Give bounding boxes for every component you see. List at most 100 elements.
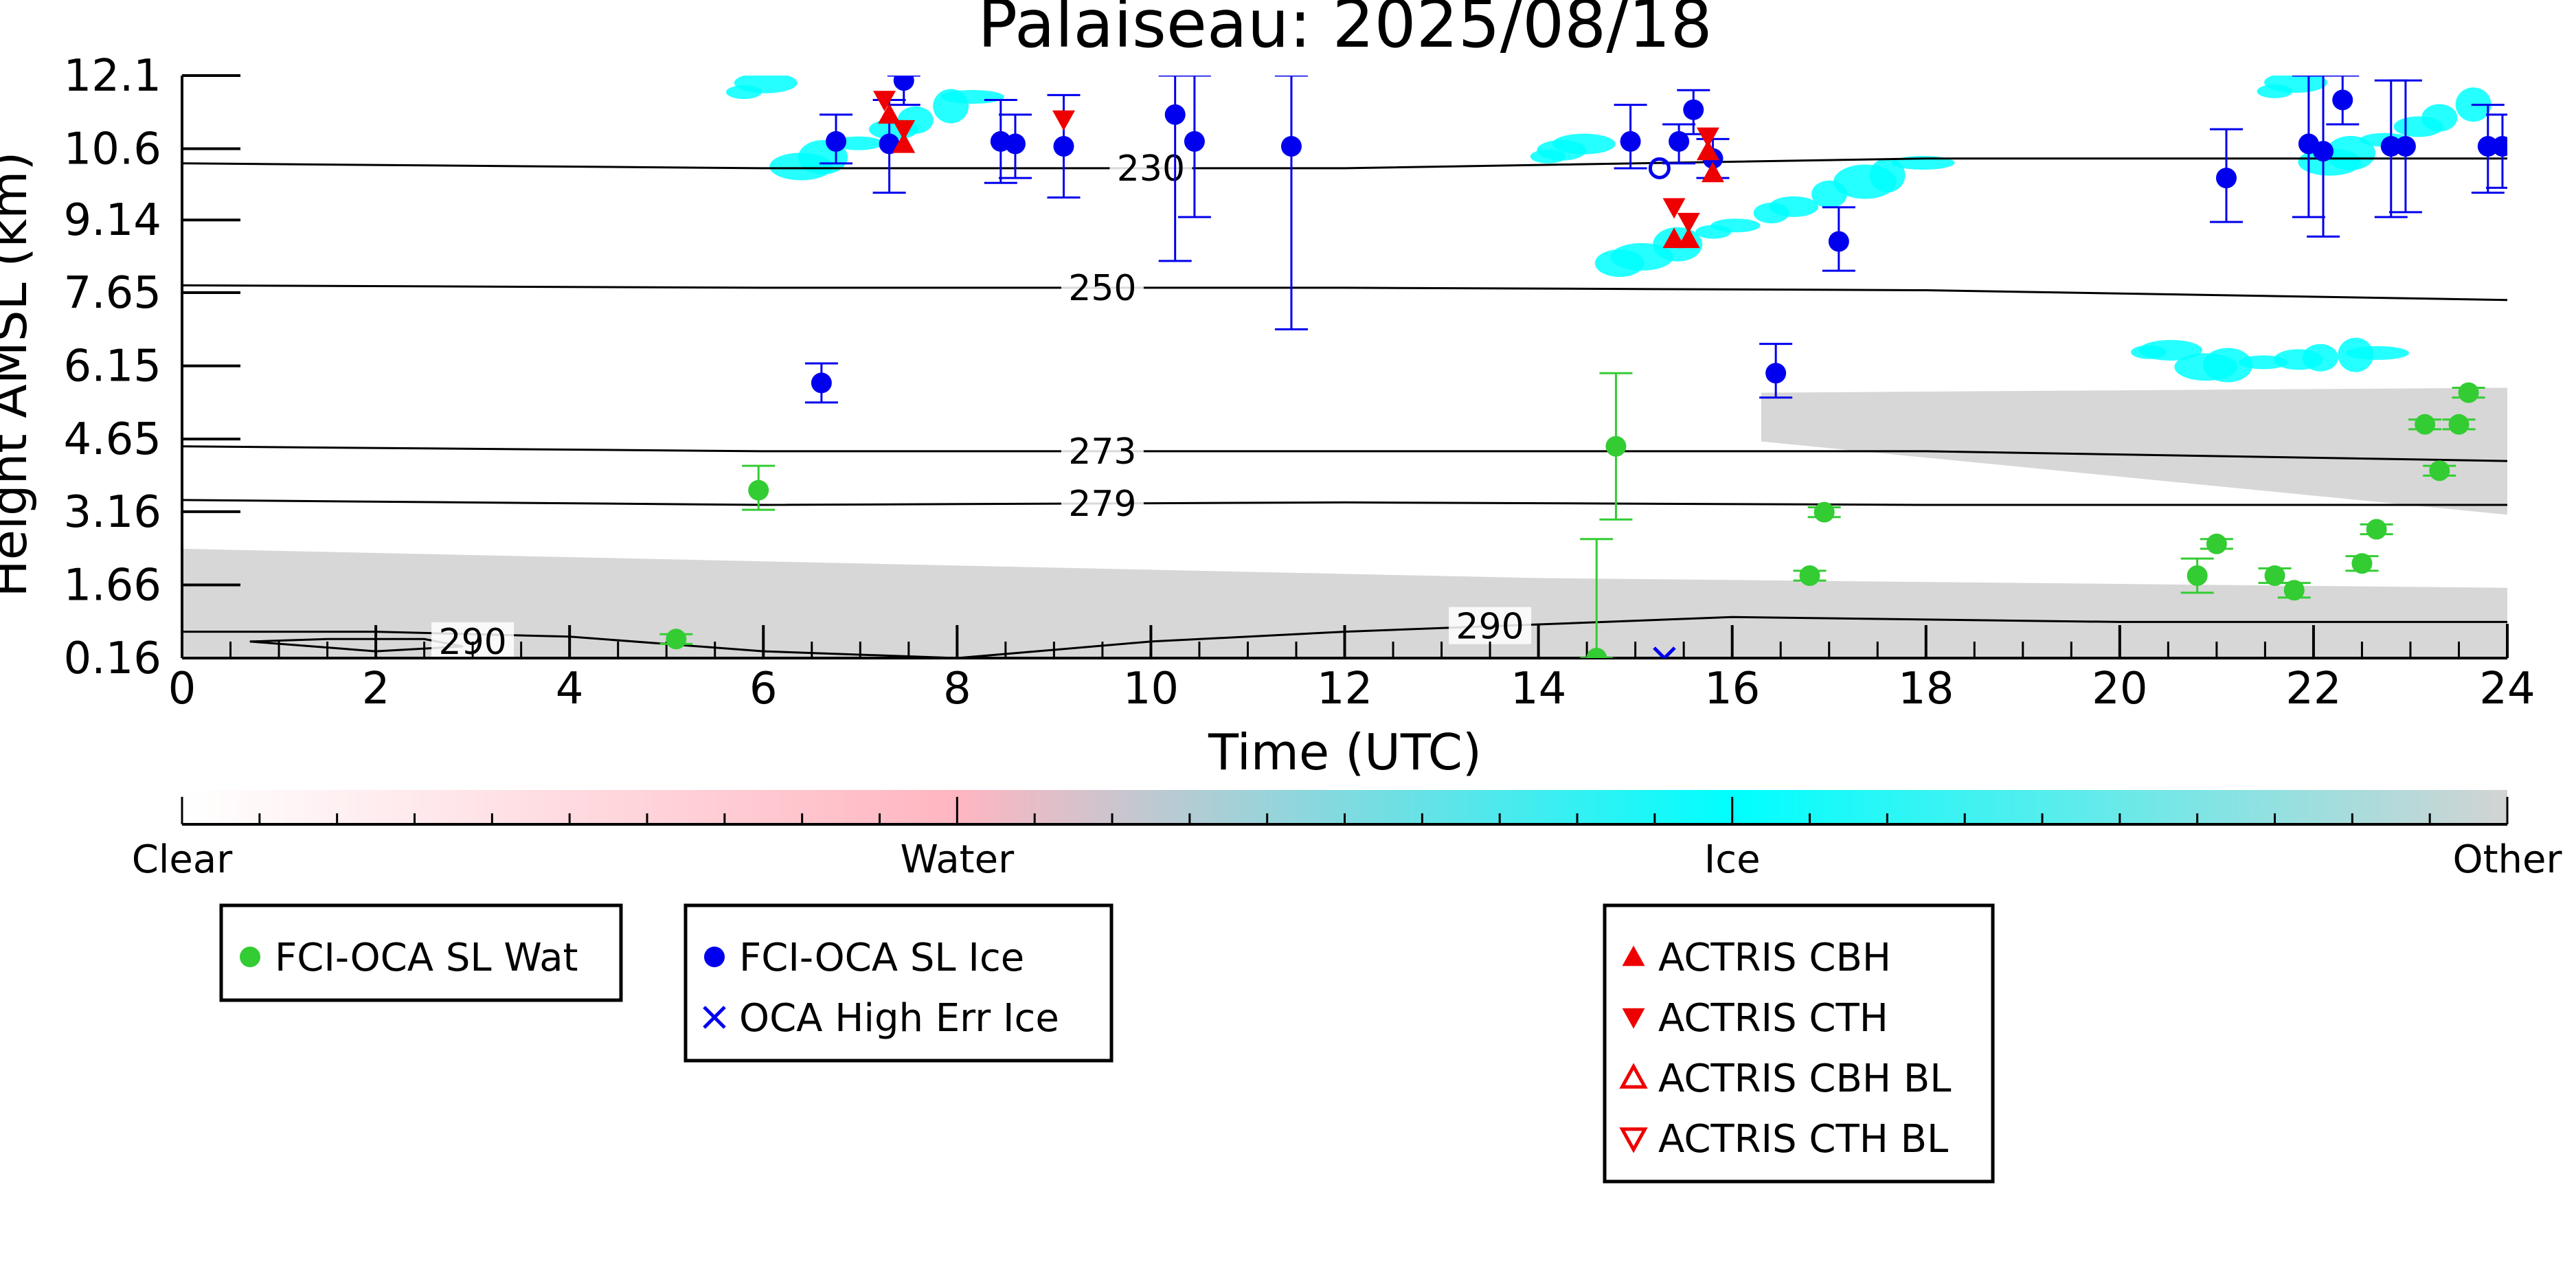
fci-oca-sl-ice-point <box>2492 135 2507 157</box>
cloud-region-other <box>1761 387 2507 515</box>
fci-oca-sl-wat-point <box>2429 460 2450 482</box>
fci-oca-sl-ice-point <box>2477 135 2498 157</box>
fci-oca-sl-wat-point <box>2283 580 2305 601</box>
fci-oca-sl-wat-point <box>2458 382 2479 403</box>
fci-oca-sl-wat-point <box>1605 436 1627 457</box>
actris-cbh-point <box>1696 139 1719 161</box>
plot-axes: 0 2 4 6 8 10 12 14 16 18 20 22 240.161.663.164.656.1… <box>64 51 2535 714</box>
legend-label: FCI-OCA SL Ice <box>739 936 1024 980</box>
actris-cth-point <box>1696 127 1719 148</box>
x-tick-label: 12 <box>1317 664 1372 714</box>
fci-oca-sl-wat-point <box>1814 501 1835 523</box>
fci-oca-sl-ice-point <box>2313 141 2334 162</box>
fci-oca-sl-wat-point <box>666 629 687 650</box>
fci-oca-sl-ice-point <box>1669 131 1690 152</box>
cloud-region-ice <box>2325 135 2375 170</box>
legend-box <box>683 903 1114 1063</box>
contour-label-bg <box>1061 484 1144 521</box>
legend: FCI-OCA SL Wat FCI-OCA SL Ice OCA High Err… <box>219 903 1995 1184</box>
fci-oca-sl-ice-point <box>1683 99 1704 120</box>
actris-cth-point <box>1662 198 1686 219</box>
fci-oca-sl-ice-point <box>826 131 847 152</box>
fci-oca-sl-ice-point <box>1828 231 1849 252</box>
y-tick-label: 1.66 <box>64 560 162 611</box>
contour-label: 273 <box>1068 431 1136 473</box>
fci-oca-sl-ice-point <box>893 76 914 91</box>
fci-oca-sl-ice-point <box>1280 135 1302 157</box>
y-axis-label: Height AMSL (km) <box>0 152 38 598</box>
fci-oca-sl-ice-open-point <box>1648 157 1671 179</box>
actris-cth-point <box>873 91 896 112</box>
fci-oca-sl-ice-point <box>1053 135 1074 157</box>
cloud-region-ice <box>2203 348 2253 383</box>
cloud-region-ice <box>2264 76 2327 93</box>
contour-label-bg <box>1109 148 1193 186</box>
y-tick-label: 7.65 <box>64 268 162 319</box>
cloud-region-ice <box>940 90 1004 104</box>
fci-oca-sl-wat-point <box>1799 565 1820 586</box>
fci-oca-sl-ice-point <box>1184 131 1205 152</box>
cloud-region-ice <box>1695 225 1732 239</box>
y-tick-label: 3.16 <box>64 487 162 538</box>
x-tick-label: 22 <box>2285 664 2341 714</box>
legend-box <box>219 903 623 1002</box>
cloud-region-ice <box>2138 339 2202 361</box>
cloud-region-ice <box>2346 346 2409 360</box>
fci-oca-sl-wat-point <box>2415 414 2436 435</box>
fci-oca-sl-wat-point <box>2351 553 2373 574</box>
temperature-contour <box>181 499 2507 506</box>
legend-label: ACTRIS CTH BL <box>1658 1117 1948 1162</box>
actris-cth-point <box>1052 110 1075 131</box>
actris-cth-point <box>892 120 916 141</box>
cloud-region-ice <box>1537 139 1587 161</box>
colorbar-label: Clear <box>132 837 233 882</box>
cloud-region-ice <box>1594 249 1645 278</box>
x-tick-label: 18 <box>1898 664 1954 714</box>
contour-label: 290 <box>1456 607 1524 648</box>
legend-marker <box>1622 1008 1645 1029</box>
x-tick-label: 8 <box>943 664 971 714</box>
contour-label-bg <box>1061 431 1144 469</box>
actris-cbh-point <box>1677 227 1700 249</box>
cloud-region-ice <box>2302 343 2338 372</box>
legend-marker <box>1622 945 1645 967</box>
x-tick-label: 6 <box>749 664 778 714</box>
fci-oca-sl-wat-point <box>2187 565 2208 586</box>
fci-oca-sl-ice-point <box>2332 89 2353 111</box>
actris-cbh-point <box>892 132 916 153</box>
contour-label-bg <box>1061 268 1144 306</box>
colorbar-label: Water <box>901 837 1015 882</box>
fci-oca-sl-wat-point <box>748 479 769 501</box>
fci-oca-sl-ice-point <box>1004 133 1026 155</box>
temperature-contour <box>181 445 2508 462</box>
fci-oca-sl-ice-point <box>2380 135 2402 157</box>
temperature-contour <box>181 284 2508 302</box>
y-tick-label: 10.6 <box>64 124 162 175</box>
fci-oca-sl-wat-point <box>2206 533 2227 554</box>
colorbar-label: Ice <box>1704 837 1761 882</box>
contour-label: 279 <box>1068 484 1136 525</box>
legend-marker <box>703 1006 726 1029</box>
legend-marker <box>1619 1127 1648 1153</box>
legend-box <box>1603 903 1995 1184</box>
fci-oca-sl-wat-point <box>2366 519 2387 540</box>
fci-oca-sl-wat-point <box>2264 565 2285 586</box>
actris-cbh-point <box>1662 227 1686 249</box>
legend-marker <box>1619 1063 1648 1089</box>
legend-marker <box>240 947 260 967</box>
y-tick-label: 6.15 <box>64 341 162 392</box>
oca-high-err-ice-point <box>1653 646 1676 658</box>
fci-oca-sl-ice-point <box>879 133 900 155</box>
y-tick-label: 4.65 <box>64 414 162 465</box>
x-tick-label: 20 <box>2092 664 2147 714</box>
x-tick-label: 16 <box>1704 664 1760 714</box>
contour-label-bg <box>1449 607 1532 644</box>
cloud-region-ice <box>734 76 798 93</box>
cloud-classification-layer <box>182 76 2507 658</box>
fci-oca-sl-ice-point <box>2215 168 2237 189</box>
x-tick-label: 10 <box>1123 664 1179 714</box>
y-tick-label: 9.14 <box>64 195 162 246</box>
colorbar: Clear Water Ice Other <box>132 790 2562 882</box>
temperature-contour <box>181 157 2507 170</box>
